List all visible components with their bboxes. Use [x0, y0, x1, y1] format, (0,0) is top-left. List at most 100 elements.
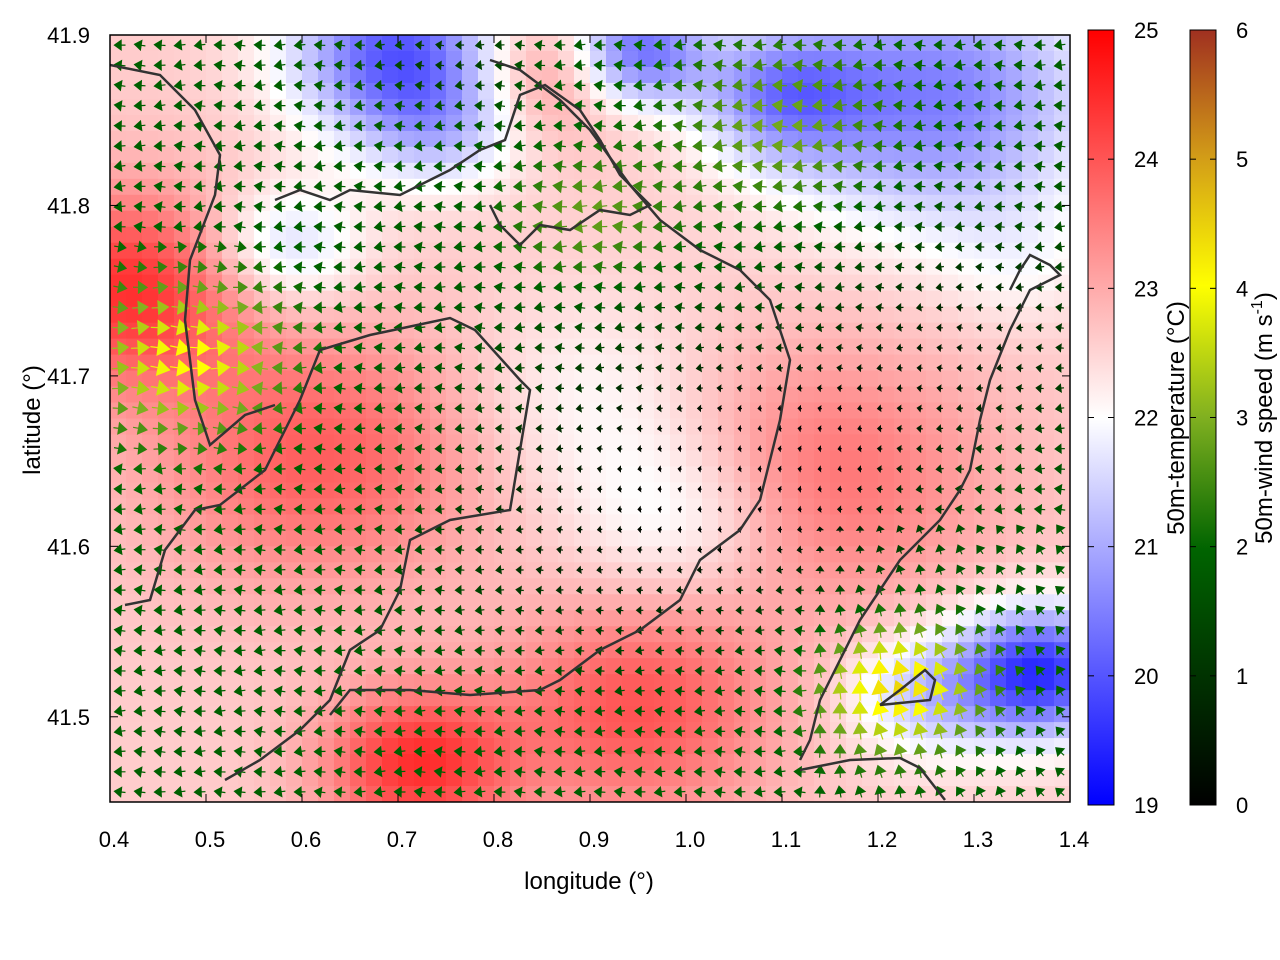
heatmap-cell — [958, 354, 975, 372]
heatmap-cell — [446, 610, 463, 627]
wind-vector — [692, 139, 707, 153]
heatmap-cell — [878, 354, 895, 372]
heatmap-cell — [654, 690, 671, 707]
heatmap-cell — [494, 594, 511, 611]
heatmap-cell — [206, 530, 223, 547]
heatmap-cell — [734, 498, 751, 515]
heatmap-cell — [238, 130, 255, 148]
wind-vector — [293, 79, 306, 92]
heatmap-cell — [270, 466, 287, 484]
heatmap-cell — [126, 226, 143, 244]
heatmap-cell — [638, 594, 655, 611]
heatmap-cell — [222, 130, 239, 148]
heatmap-cell — [622, 50, 639, 68]
heatmap-cell — [462, 466, 479, 484]
heatmap-cell — [622, 114, 639, 132]
heatmap-cell — [638, 482, 655, 499]
wind-vector — [712, 98, 727, 113]
heatmap-cell — [174, 610, 191, 627]
heatmap-cell — [366, 290, 383, 308]
heatmap-cell — [334, 114, 351, 132]
heatmap-cell — [238, 66, 255, 84]
heatmap-cell — [398, 610, 415, 627]
heatmap-cell — [302, 578, 319, 595]
heatmap-cell — [654, 546, 671, 563]
heatmap-cell — [782, 594, 799, 611]
heatmap-cell — [542, 322, 559, 340]
heatmap-cell — [622, 546, 639, 563]
wind-vector — [374, 79, 385, 91]
heatmap-cell — [1038, 50, 1055, 68]
x-tick-label: 1.2 — [867, 827, 898, 852]
wind-vector — [892, 99, 907, 112]
wind-vector — [373, 180, 386, 193]
heatmap-cell — [942, 226, 959, 244]
heatmap-cell — [750, 210, 767, 228]
heatmap-cell — [302, 466, 319, 484]
heatmap-cell — [750, 418, 767, 436]
x-tick-label: 0.6 — [291, 827, 322, 852]
heatmap-cell — [270, 594, 287, 611]
heatmap-cell — [910, 226, 927, 244]
heatmap-cell — [686, 418, 703, 436]
wind-vector — [533, 39, 546, 51]
heatmap-cell — [782, 674, 799, 691]
heatmap-cell — [638, 434, 655, 452]
heatmap-cell — [590, 770, 607, 787]
heatmap-cell — [382, 258, 399, 276]
heatmap-cell — [462, 338, 479, 356]
wind-vector — [233, 160, 246, 172]
heatmap-cell — [142, 178, 159, 196]
wind-vector — [173, 200, 186, 213]
heatmap-cell — [558, 450, 575, 468]
wind-vector — [712, 39, 727, 52]
heatmap-cell — [414, 690, 431, 707]
heatmap-cell — [702, 210, 719, 228]
heatmap-cell — [590, 530, 607, 547]
heatmap-cell — [526, 642, 543, 659]
heatmap-cell — [462, 434, 479, 452]
heatmap-cell — [1038, 434, 1055, 452]
heatmap-cell — [974, 322, 991, 340]
wind-vector — [692, 119, 707, 133]
heatmap-cell — [606, 690, 623, 707]
heatmap-cell — [110, 370, 127, 388]
heatmap-cell — [606, 514, 623, 531]
heatmap-cell — [734, 226, 751, 244]
heatmap-cell — [878, 514, 895, 531]
wind-vector — [153, 140, 166, 152]
heatmap-cell — [702, 370, 719, 388]
heatmap-cell — [318, 514, 335, 531]
heatmap-cell — [270, 226, 287, 244]
heatmap-cell — [350, 66, 367, 84]
wind-vector — [852, 160, 867, 173]
heatmap-cell — [878, 450, 895, 468]
heatmap-cell — [638, 690, 655, 707]
heatmap-cell — [830, 770, 847, 787]
heatmap-cell — [478, 562, 495, 579]
heatmap-cell — [190, 146, 207, 164]
heatmap-cell — [718, 82, 735, 100]
heatmap-cell — [142, 210, 159, 228]
heatmap-cell — [126, 146, 143, 164]
wind-vector — [514, 60, 525, 71]
heatmap-cell — [734, 610, 751, 627]
heatmap-cell — [478, 338, 495, 356]
heatmap-cell — [446, 674, 463, 691]
heatmap-cell — [958, 146, 975, 164]
heatmap-cell — [862, 66, 879, 84]
wind-vector — [133, 39, 146, 52]
heatmap-cell — [478, 610, 495, 627]
wind-vector — [632, 159, 647, 173]
heatmap-cell — [718, 514, 735, 531]
heatmap-cell — [798, 306, 815, 324]
heatmap-cell — [910, 514, 927, 531]
heatmap-cell — [926, 370, 943, 388]
wind-vector — [233, 119, 246, 132]
heatmap-cell — [782, 146, 799, 164]
heatmap-cell — [542, 642, 559, 659]
heatmap-cell — [526, 306, 543, 324]
heatmap-cell — [766, 530, 783, 547]
heatmap-cell — [142, 658, 159, 675]
heatmap-cell — [462, 562, 479, 579]
